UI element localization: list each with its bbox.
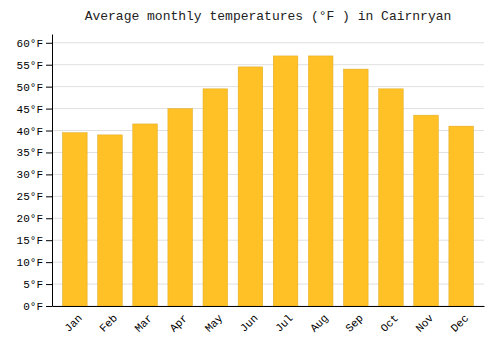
y-tick: 55°F	[17, 60, 52, 72]
bar	[308, 56, 333, 306]
x-tick: Nov	[414, 312, 437, 335]
y-tick-label: 15°F	[17, 235, 43, 247]
chart: 0°F 5°F 10°F 15°F 20°F 25°F 30°F 35°F 40°F 45°F 50…	[0, 0, 500, 350]
grid-line	[52, 108, 484, 109]
bar	[63, 133, 88, 306]
plot: 0°F 5°F 10°F 15°F 20°F 25°F 30°F 35°F 40°F 45°F 50…	[17, 35, 485, 335]
x-tick: Mar	[133, 312, 155, 334]
x-tick-label: Jul	[273, 312, 295, 334]
grid-line	[52, 42, 484, 43]
x-tick: Jun	[238, 312, 260, 334]
y-tick: 50°F	[17, 82, 52, 94]
y-tick-label: 20°F	[17, 213, 43, 225]
y-tick: 15°F	[17, 235, 52, 247]
x-tick: Apr	[168, 312, 190, 334]
x-tick-label: Oct	[378, 312, 400, 334]
y-tick: 10°F	[17, 257, 52, 269]
y-tick: 20°F	[17, 213, 52, 225]
x-tick-label: May	[203, 312, 226, 335]
bar	[273, 56, 298, 306]
x-tick-label: Jun	[238, 312, 260, 334]
y-tick-label: 60°F	[17, 38, 43, 50]
y-tick-label: 40°F	[17, 126, 43, 138]
y-tick-label: 35°F	[17, 147, 43, 159]
y-tick-label: 10°F	[17, 257, 43, 269]
x-tick: Sep	[343, 312, 365, 334]
x-tick: Jan	[62, 312, 84, 334]
y-tick-mark	[46, 65, 52, 66]
y-tick: 0°F	[23, 301, 52, 313]
y-tick-mark	[46, 306, 52, 307]
y-tick-label: 45°F	[17, 104, 43, 116]
y-tick: 40°F	[17, 126, 52, 138]
bar	[203, 89, 228, 306]
title: Average monthly temperatures (°F ) in Ca…	[85, 9, 452, 24]
bar	[449, 126, 474, 306]
x-tick-label: Aug	[308, 312, 330, 334]
bar	[133, 124, 158, 306]
y-tick-label: 5°F	[23, 279, 43, 291]
x-tick: Aug	[308, 312, 330, 334]
y-tick-mark	[46, 174, 52, 175]
bars	[63, 56, 474, 306]
bar	[98, 135, 123, 306]
y-tick: 45°F	[17, 104, 52, 116]
y-tick-mark	[46, 43, 52, 44]
x-tick-label: Feb	[97, 312, 119, 334]
y-tick: 30°F	[17, 169, 52, 181]
x-tick-label: Dec	[449, 312, 471, 334]
y-tick: 60°F	[17, 38, 52, 50]
y-tick-mark	[46, 262, 52, 263]
x-tick-label: Jan	[62, 312, 84, 334]
y-tick-mark	[46, 87, 52, 88]
y-axis-line	[52, 35, 53, 307]
y-tick: 25°F	[17, 191, 52, 203]
grid	[52, 43, 484, 306]
y-tick-mark	[46, 131, 52, 132]
bar	[344, 69, 369, 306]
y-axis: 0°F 5°F 10°F 15°F 20°F 25°F 30°F 35°F 40°F 45°F 50…	[17, 35, 53, 314]
grid-line	[52, 64, 484, 65]
y-tick-label: 0°F	[23, 301, 43, 313]
x-axis-line	[53, 306, 485, 307]
x-tick-label: Sep	[343, 312, 365, 334]
x-tick: Dec	[449, 312, 471, 334]
y-tick: 35°F	[17, 147, 52, 159]
y-tick: 5°F	[23, 279, 52, 291]
grid-line	[52, 86, 484, 87]
y-tick-mark	[46, 196, 52, 197]
bar	[168, 109, 193, 306]
x-tick-label: Apr	[168, 312, 190, 334]
y-tick-label: 50°F	[17, 82, 43, 94]
bar	[238, 67, 263, 306]
bar	[414, 115, 439, 306]
y-tick-mark	[46, 240, 52, 241]
x-tick: Feb	[97, 312, 119, 334]
x-tick: Oct	[378, 312, 400, 334]
bar	[379, 89, 404, 306]
y-tick-mark	[46, 284, 52, 285]
x-tick: Jul	[273, 312, 295, 334]
y-tick-label: 55°F	[17, 60, 43, 72]
y-tick-label: 25°F	[17, 191, 43, 203]
x-tick-label: Mar	[133, 312, 155, 334]
x-tick-label: Nov	[414, 312, 437, 335]
x-axis: Jan Feb Mar Apr May Jun Jul Aug Sep Oct Nov Dec	[53, 307, 485, 335]
y-tick-label: 30°F	[17, 169, 43, 181]
x-tick: May	[203, 312, 226, 335]
y-tick-mark	[46, 109, 52, 110]
y-tick-mark	[46, 152, 52, 153]
y-tick-mark	[46, 218, 52, 219]
